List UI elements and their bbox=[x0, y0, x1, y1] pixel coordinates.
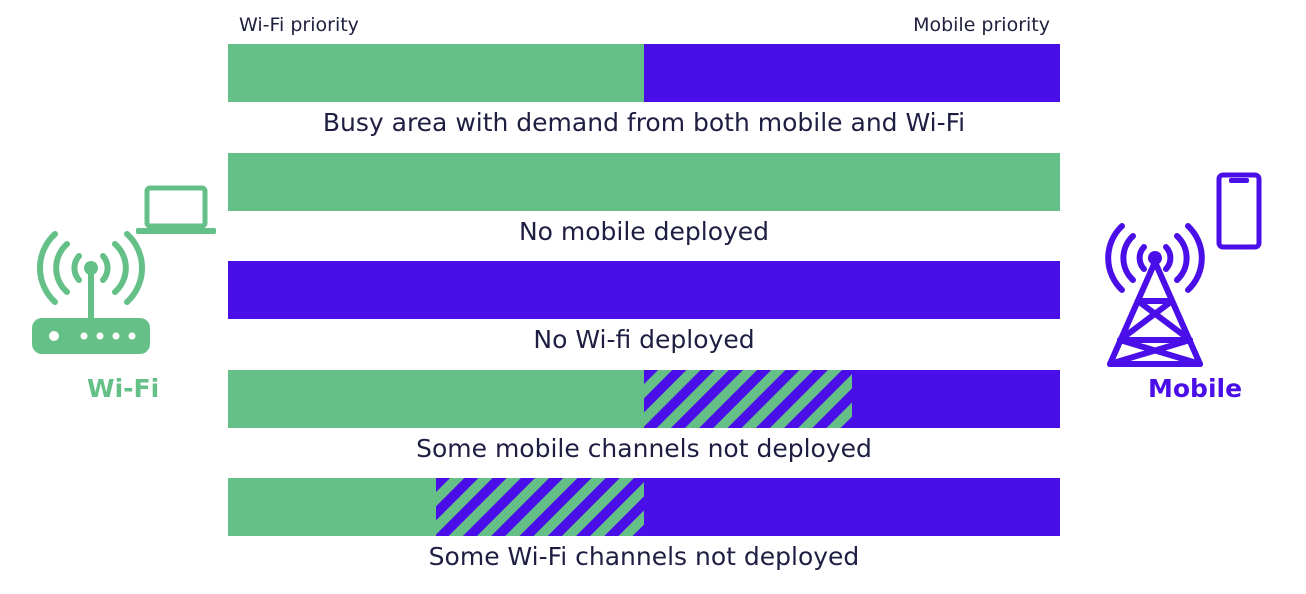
mobile-segment bbox=[644, 478, 1060, 536]
scenario-bar bbox=[228, 44, 1060, 102]
wifi-segment bbox=[228, 152, 1060, 211]
wifi-priority-label: Wi-Fi priority bbox=[239, 14, 359, 36]
wifi-segment bbox=[228, 44, 644, 102]
mobile-segment bbox=[852, 369, 1060, 428]
hatched-segment bbox=[436, 478, 644, 536]
wifi-side-label: Wi-Fi bbox=[87, 374, 160, 403]
mobile-side-label: Mobile bbox=[1148, 374, 1243, 403]
scenario-caption: No mobile deployed bbox=[518, 216, 770, 246]
mobile-segment bbox=[228, 261, 1060, 319]
scenario-bar bbox=[228, 478, 1060, 536]
wifi-segment bbox=[228, 369, 644, 428]
hatched-segment bbox=[644, 369, 852, 428]
scenario-bar bbox=[228, 261, 1060, 319]
scenario-bar bbox=[228, 152, 1060, 211]
scenario-caption: Some Wi-Fi channels not deployed bbox=[428, 542, 860, 571]
mobile-segment bbox=[644, 44, 1060, 102]
scenario-bar bbox=[228, 369, 1060, 428]
scenario-caption: Busy area with demand from both mobile a… bbox=[322, 108, 966, 137]
scenario-caption: No Wi-fi deployed bbox=[533, 325, 755, 354]
cell-tower-icon bbox=[1105, 223, 1205, 367]
wifi-router-icon bbox=[32, 231, 150, 354]
scenario-caption: Some mobile channels not deployed bbox=[416, 433, 872, 463]
laptop-icon bbox=[136, 185, 216, 234]
wifi-segment bbox=[228, 478, 436, 536]
smartphone-icon bbox=[1216, 172, 1262, 250]
mobile-priority-label: Mobile priority bbox=[913, 14, 1050, 36]
